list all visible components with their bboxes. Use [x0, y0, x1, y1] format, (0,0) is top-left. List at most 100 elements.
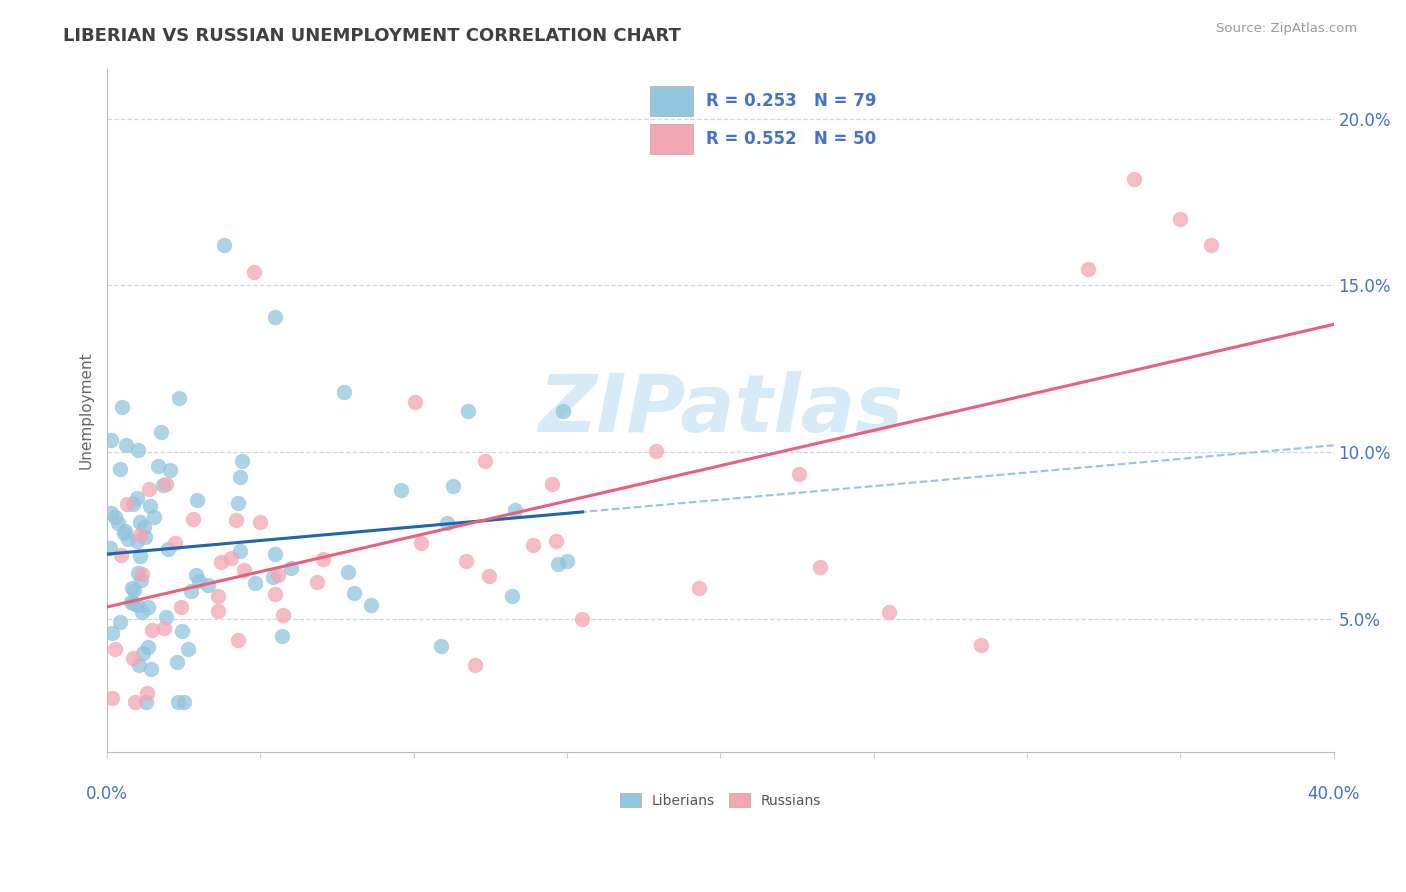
Point: [243, 265, 266, 279]
Point: [360, 598, 382, 612]
Point: [127, 566, 149, 581]
Point: [122, 497, 145, 511]
Point: [263, 587, 285, 601]
Point: [124, 695, 146, 709]
Point: [181, 512, 204, 526]
Point: [131, 567, 153, 582]
Point: [136, 599, 159, 614]
Point: [163, 536, 186, 550]
Point: [100, 506, 122, 520]
Point: [454, 554, 477, 568]
Point: [787, 467, 810, 481]
Point: [226, 496, 249, 510]
Point: [503, 503, 526, 517]
Point: [177, 641, 200, 656]
Point: [100, 625, 122, 640]
Point: [139, 662, 162, 676]
Point: [114, 524, 136, 538]
Point: [167, 391, 190, 405]
Point: [1168, 211, 1191, 226]
Point: [128, 527, 150, 541]
Point: [404, 395, 426, 409]
Text: 40.0%: 40.0%: [1308, 785, 1360, 804]
Point: [1077, 261, 1099, 276]
Legend: Liberians, Russians: Liberians, Russians: [614, 788, 827, 814]
Point: [571, 611, 593, 625]
Point: [1123, 171, 1146, 186]
Text: ZIPatlas: ZIPatlas: [538, 371, 903, 450]
Text: LIBERIAN VS RUSSIAN UNEMPLOYMENT CORRELATION CHART: LIBERIAN VS RUSSIAN UNEMPLOYMENT CORRELA…: [63, 27, 681, 45]
Point: [159, 462, 181, 476]
Point: [409, 536, 432, 550]
Point: [547, 558, 569, 572]
Point: [115, 497, 138, 511]
Point: [688, 582, 710, 596]
Point: [117, 532, 139, 546]
Point: [541, 476, 564, 491]
Point: [139, 500, 162, 514]
Point: [970, 638, 993, 652]
Point: [157, 541, 180, 556]
Point: [134, 520, 156, 534]
Point: [184, 568, 207, 582]
Point: [152, 478, 174, 492]
Point: [121, 650, 143, 665]
Point: [271, 629, 294, 643]
Point: [501, 589, 523, 603]
Point: [305, 574, 328, 589]
Point: [262, 570, 284, 584]
Point: [141, 623, 163, 637]
Point: [343, 585, 366, 599]
Point: [150, 425, 173, 439]
Point: [127, 534, 149, 549]
Point: [233, 563, 256, 577]
Point: [110, 548, 132, 562]
Point: [197, 577, 219, 591]
Y-axis label: Unemployment: Unemployment: [79, 351, 93, 469]
Point: [121, 596, 143, 610]
Point: [464, 658, 486, 673]
Point: [271, 607, 294, 622]
Point: [120, 595, 142, 609]
Point: [134, 530, 156, 544]
Point: [128, 658, 150, 673]
Point: [264, 547, 287, 561]
Point: [477, 569, 499, 583]
Point: [209, 555, 232, 569]
Point: [166, 656, 188, 670]
Point: [104, 510, 127, 524]
Point: [808, 559, 831, 574]
Point: [167, 695, 190, 709]
Point: [122, 582, 145, 597]
Point: [98, 541, 121, 555]
Point: [219, 551, 242, 566]
Point: [127, 442, 149, 457]
Point: [551, 404, 574, 418]
Point: [155, 476, 177, 491]
Point: [457, 404, 479, 418]
Point: [173, 695, 195, 709]
Point: [129, 515, 152, 529]
Point: [332, 385, 354, 400]
Point: [152, 621, 174, 635]
Point: [249, 515, 271, 529]
Point: [436, 516, 458, 530]
Point: [131, 606, 153, 620]
Point: [474, 454, 496, 468]
Point: [555, 554, 578, 568]
Point: [129, 549, 152, 563]
Text: Source: ZipAtlas.com: Source: ZipAtlas.com: [1216, 22, 1357, 36]
Point: [243, 576, 266, 591]
Point: [280, 561, 302, 575]
Point: [1199, 238, 1222, 252]
Point: [225, 513, 247, 527]
Point: [389, 483, 412, 497]
Point: [186, 493, 208, 508]
Point: [228, 470, 250, 484]
Point: [101, 691, 124, 706]
Point: [132, 646, 155, 660]
Point: [645, 444, 668, 458]
Point: [129, 573, 152, 587]
Point: [231, 454, 253, 468]
Point: [187, 574, 209, 588]
